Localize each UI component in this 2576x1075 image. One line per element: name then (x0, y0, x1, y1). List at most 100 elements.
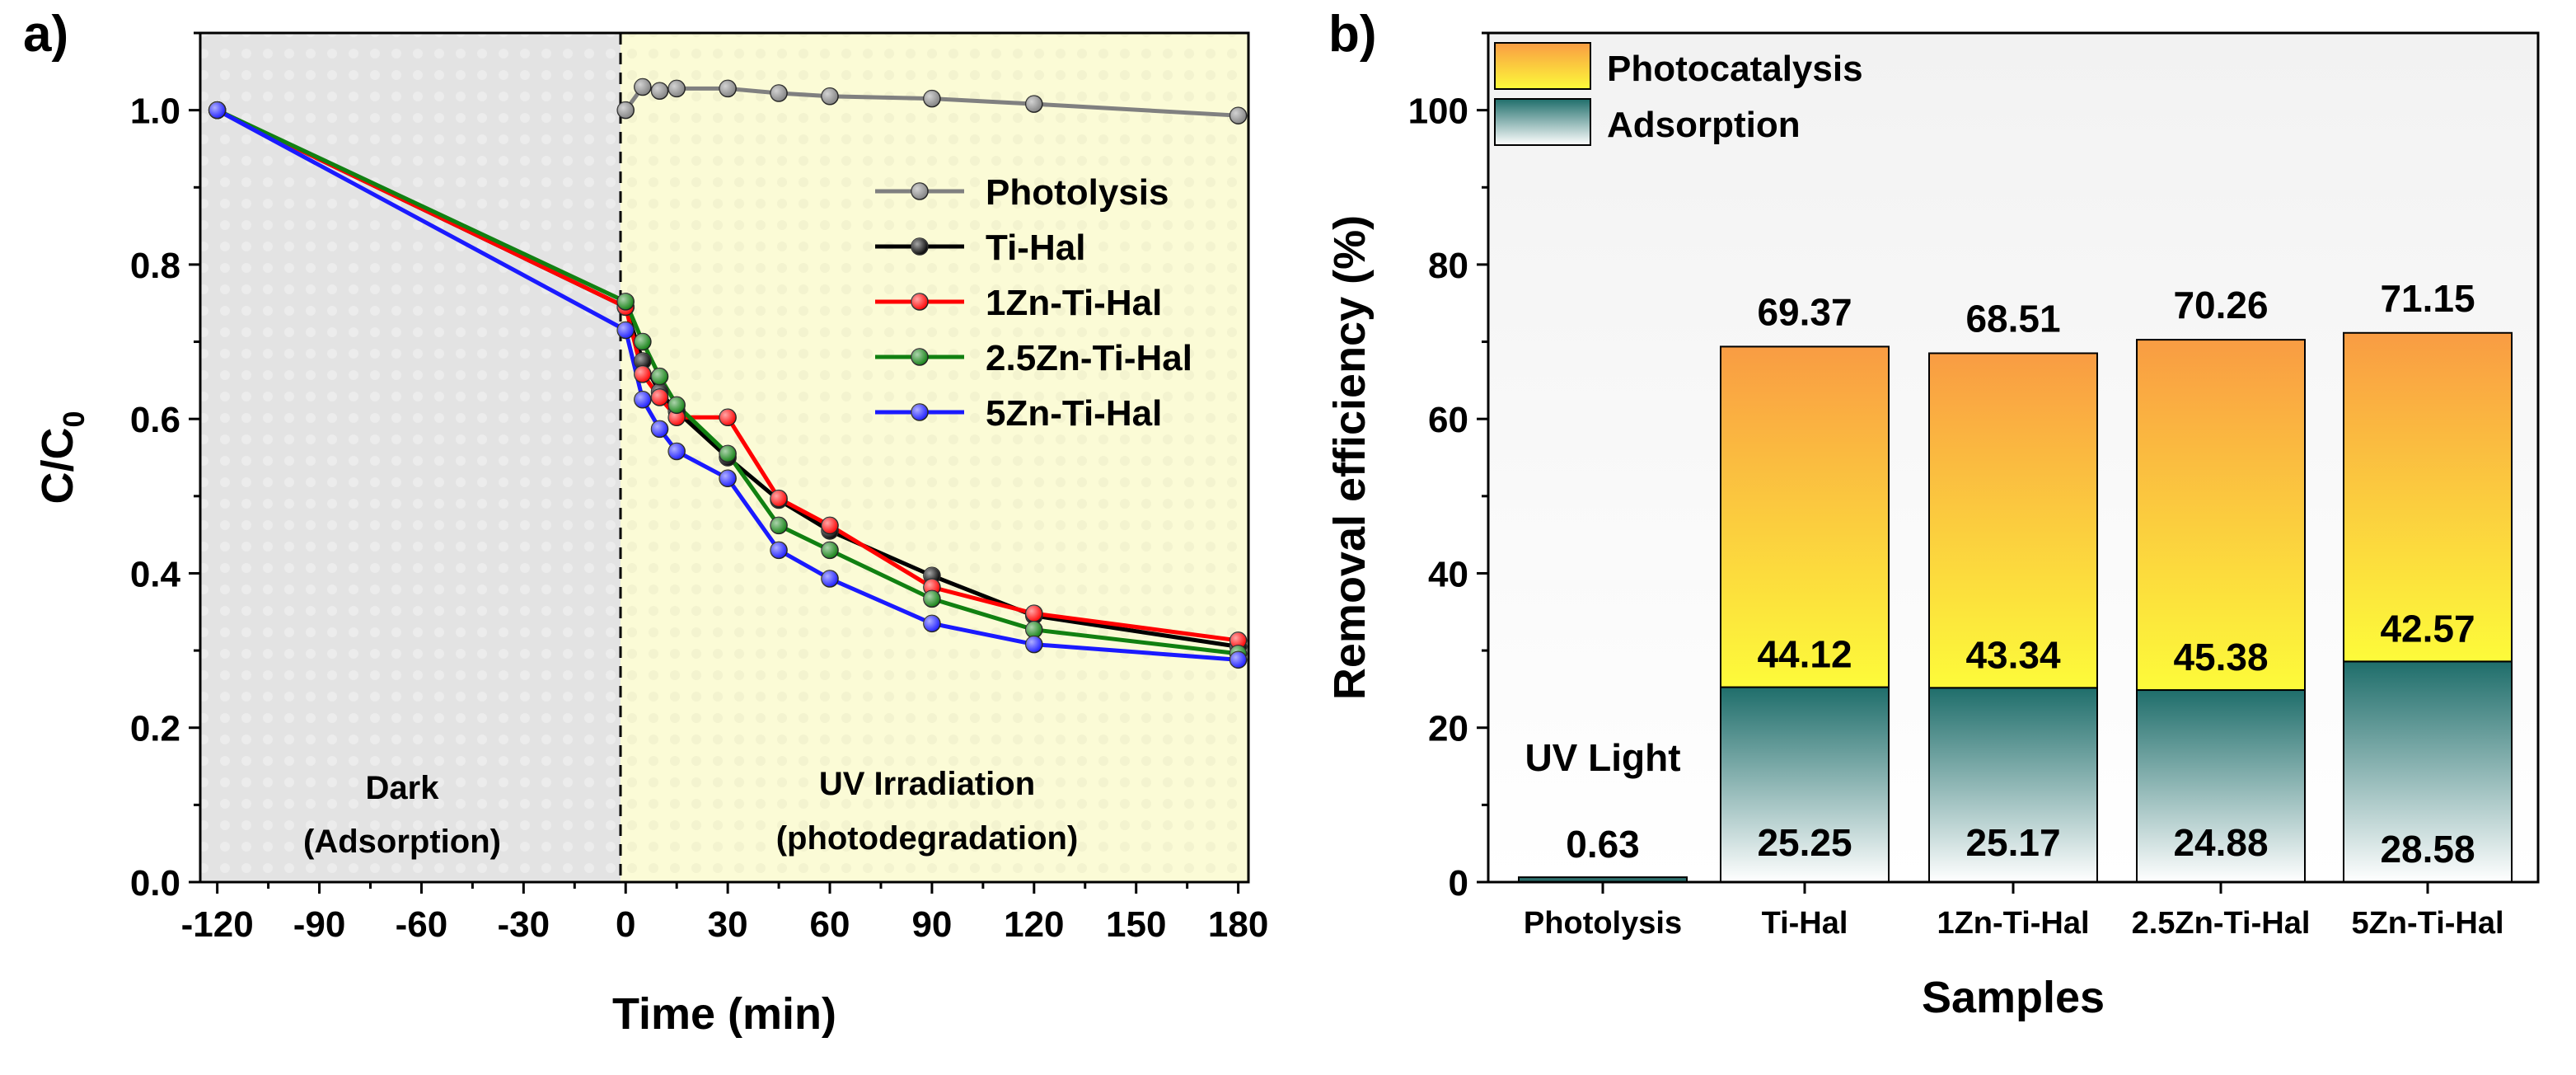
bar-value-label: 0.63 (1566, 823, 1640, 866)
legend-label-5zn-ti-hal: 5Zn-Ti-Hal (986, 393, 1162, 434)
point-shine-2-5zn-ti-hal (1025, 621, 1042, 638)
point-shine-1zn-ti-hal (668, 409, 686, 426)
x-tick-label: 90 (911, 904, 952, 945)
x-tick-label: 150 (1106, 904, 1166, 945)
legend-marker-shine-1zn-ti-hal (911, 293, 928, 310)
adsorption-value-label: 24.88 (2173, 821, 2268, 864)
photocatalysis-value-label: 44.12 (1757, 633, 1852, 676)
point-shine-5zn-ti-hal (634, 391, 651, 408)
bars: 0.63 25.25 44.12 69.37 25.17 43.34 68.51 24.88 4… (1518, 277, 2513, 884)
legend-label-1zn-ti-hal: 1Zn-Ti-Hal (986, 283, 1162, 323)
plot-frame-a (199, 31, 1250, 884)
point-shine-5zn-ti-hal (208, 101, 226, 119)
x-tick-label: 180 (1208, 904, 1268, 945)
bar-photocatalysis (1720, 345, 1890, 688)
photocatalysis-value-label: 43.34 (1965, 633, 2061, 676)
x-tick-label: -60 (396, 904, 448, 945)
bar-adsorption (2136, 689, 2306, 883)
category-label: Ti-Hal (1762, 906, 1848, 941)
point-shine-5zn-ti-hal (1229, 651, 1247, 669)
uv-region (621, 33, 1248, 882)
panel-a: a) -120 -90 -60 -30 0 30 60 90 120 150 180 0.00.20… (23, 6, 1268, 1039)
y-tick-label-b: 20 (1428, 709, 1468, 749)
point-shine-photolysis (668, 80, 686, 97)
series-markers (208, 77, 1248, 669)
y-tick-label-b: 60 (1428, 400, 1468, 440)
point-shine-1zn-ti-hal (1229, 631, 1247, 649)
point-shine-2-5zn-ti-hal (719, 445, 737, 462)
x-axis-title: Time (min) (612, 989, 836, 1039)
point-shine-1zn-ti-hal (719, 409, 737, 426)
category-label: Photolysis (1524, 906, 1682, 941)
adsorption-value-label: 25.17 (1965, 821, 2060, 864)
point-shine-photolysis (822, 87, 839, 105)
point-shine-photolysis (1229, 107, 1247, 124)
total-value-label: 70.26 (2173, 284, 2268, 326)
y-tick-label-b: 0 (1449, 863, 1468, 904)
x-axis-title-b: Samples (1922, 973, 2105, 1022)
total-value-label: 71.15 (2380, 277, 2475, 320)
bar-photocatalysis (2343, 331, 2513, 663)
legend-swatch-adsorption (1494, 98, 1591, 146)
point-shine-5zn-ti-hal (719, 470, 737, 487)
adsorption-value-label: 28.58 (2380, 828, 2475, 871)
adsorption-value-label: 25.25 (1757, 821, 1852, 864)
x-tick-label: 120 (1004, 904, 1064, 945)
point-shine-2-5zn-ti-hal (668, 397, 686, 414)
y-tick-label-b: 100 (1408, 92, 1468, 132)
point-shine-photolysis (634, 78, 651, 96)
legend-label-adsorption: Adsorption (1607, 105, 1801, 145)
x-tick-label: -90 (293, 904, 346, 945)
dark-region-label-2: (Adsorption) (303, 824, 501, 860)
point-shine-1zn-ti-hal (634, 365, 651, 383)
point-shine-5zn-ti-hal (617, 322, 635, 339)
legend-a: Photolysis Ti-Hal 1Zn-Ti-Hal 2.5Zn-Ti-Hal 5Z… (875, 172, 1192, 434)
point-shine-photolysis (923, 90, 940, 107)
legend-label-ti-hal: Ti-Hal (986, 228, 1085, 268)
total-value-label: 69.37 (1757, 290, 1852, 333)
point-shine-5zn-ti-hal (770, 542, 788, 559)
legend-marker-shine-ti-hal (911, 238, 928, 255)
y-axis-title-main: C/C (33, 428, 82, 505)
point-shine-1zn-ti-hal (822, 517, 839, 534)
photocatalysis-value-label: 45.38 (2173, 636, 2268, 678)
total-value-label: 68.51 (1965, 297, 2060, 340)
point-shine-photolysis (1025, 96, 1042, 113)
point-shine-1zn-ti-hal (770, 490, 788, 507)
x-axis-ticks-b: Photolysis Ti-Hal 1Zn-Ti-Hal 2.5Zn-Ti-Hal 5Z… (1524, 882, 2504, 941)
panel-b-label: b) (1328, 6, 1377, 63)
y-axis-ticks: 0.0 0.2 0.4 0.6 0.8 1.0 (130, 31, 200, 904)
bar-photocatalysis (2136, 339, 2306, 692)
x-tick-label: 60 (810, 904, 850, 945)
category-label: 2.5Zn-Ti-Hal (2132, 906, 2311, 941)
dark-region (200, 33, 621, 882)
point-shine-photolysis (719, 80, 737, 97)
point-shine-ti-hal (634, 352, 651, 369)
panel-a-label: a) (23, 6, 68, 63)
legend-label-2-5zn-ti-hal: 2.5Zn-Ti-Hal (986, 338, 1192, 378)
point-shine-5zn-ti-hal (923, 615, 940, 632)
y-tick-label: 0.0 (130, 863, 180, 904)
point-shine-photolysis (770, 85, 788, 102)
y-tick-label: 0.6 (130, 400, 180, 440)
legend-label-photocatalysis: Photocatalysis (1607, 49, 1863, 89)
point-shine-2-5zn-ti-hal (822, 542, 839, 559)
x-tick-label: -120 (181, 904, 254, 945)
x-tick-label: 30 (708, 904, 748, 945)
category-label: 5Zn-Ti-Hal (2351, 906, 2503, 941)
point-shine-5zn-ti-hal (668, 443, 686, 460)
x-axis-ticks: -120 -90 -60 -30 0 30 60 90 120 150 180 (181, 882, 1268, 945)
point-shine-photolysis (651, 82, 668, 100)
point-shine-1zn-ti-hal (1025, 605, 1042, 622)
x-tick-label: -30 (498, 904, 550, 945)
legend-marker-shine-5zn-ti-hal (911, 404, 928, 420)
point-shine-1zn-ti-hal (651, 388, 668, 406)
point-shine-2-5zn-ti-hal (651, 368, 668, 385)
legend-swatch-photocatalysis (1494, 42, 1591, 90)
x-tick-label: 0 (616, 904, 635, 945)
y-tick-label-b: 80 (1428, 246, 1468, 286)
legend-label-photolysis: Photolysis (986, 172, 1169, 213)
y-axis-ticks-b: 0 20 40 60 80 100 (1408, 31, 1488, 904)
y-axis-title-sub: 0 (57, 411, 91, 427)
y-axis-title: C/C0 (33, 411, 91, 504)
